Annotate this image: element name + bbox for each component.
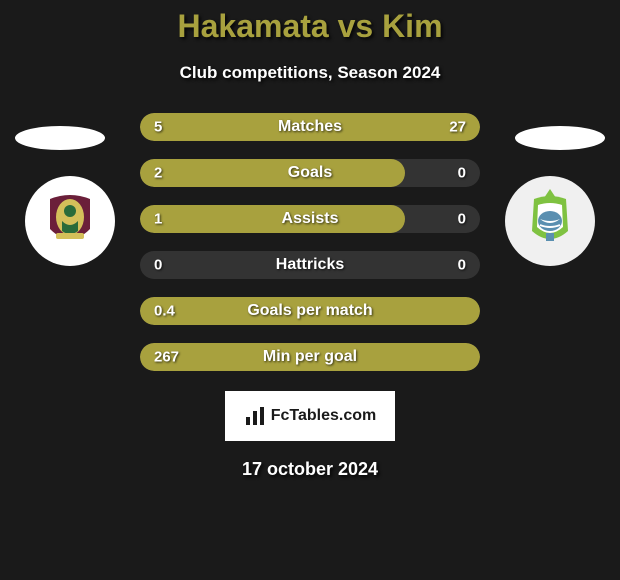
subtitle: Club competitions, Season 2024 <box>180 63 441 83</box>
stats-area: 5 Matches 27 2 Goals 0 1 Assists 0 0 Hat… <box>0 113 620 371</box>
bar-left <box>140 159 405 187</box>
bar-left <box>140 113 193 141</box>
stat-row-min-per-goal: 267 Min per goal <box>140 343 480 371</box>
brand-text: FcTables.com <box>271 407 377 425</box>
stat-value-right: 0 <box>458 165 466 182</box>
stat-value-left: 5 <box>154 119 162 136</box>
brand-badge[interactable]: FcTables.com <box>225 391 395 441</box>
stat-value-right: 0 <box>458 211 466 228</box>
page-title: Hakamata vs Kim <box>177 8 442 45</box>
comparison-card: Hakamata vs Kim Club competitions, Seaso… <box>0 0 620 580</box>
chart-icon <box>244 405 266 427</box>
stat-row-goals-per-match: 0.4 Goals per match <box>140 297 480 325</box>
stat-row-assists: 1 Assists 0 <box>140 205 480 233</box>
stat-value-left: 0 <box>154 257 162 274</box>
stat-row-hattricks: 0 Hattricks 0 <box>140 251 480 279</box>
stat-label: Hattricks <box>276 256 344 274</box>
stat-row-matches: 5 Matches 27 <box>140 113 480 141</box>
footer-date: 17 october 2024 <box>242 459 378 480</box>
bar-left <box>140 205 405 233</box>
stat-value-right: 0 <box>458 257 466 274</box>
stat-value-left: 1 <box>154 211 162 228</box>
stat-value-left: 267 <box>154 349 179 366</box>
stat-label: Assists <box>282 210 339 228</box>
stat-value-left: 0.4 <box>154 303 175 320</box>
stat-label: Matches <box>278 118 342 136</box>
stat-value-left: 2 <box>154 165 162 182</box>
stat-row-goals: 2 Goals 0 <box>140 159 480 187</box>
stat-label: Goals <box>288 164 332 182</box>
stat-value-right: 27 <box>449 119 466 136</box>
stat-label: Min per goal <box>263 348 357 366</box>
stat-label: Goals per match <box>247 302 372 320</box>
